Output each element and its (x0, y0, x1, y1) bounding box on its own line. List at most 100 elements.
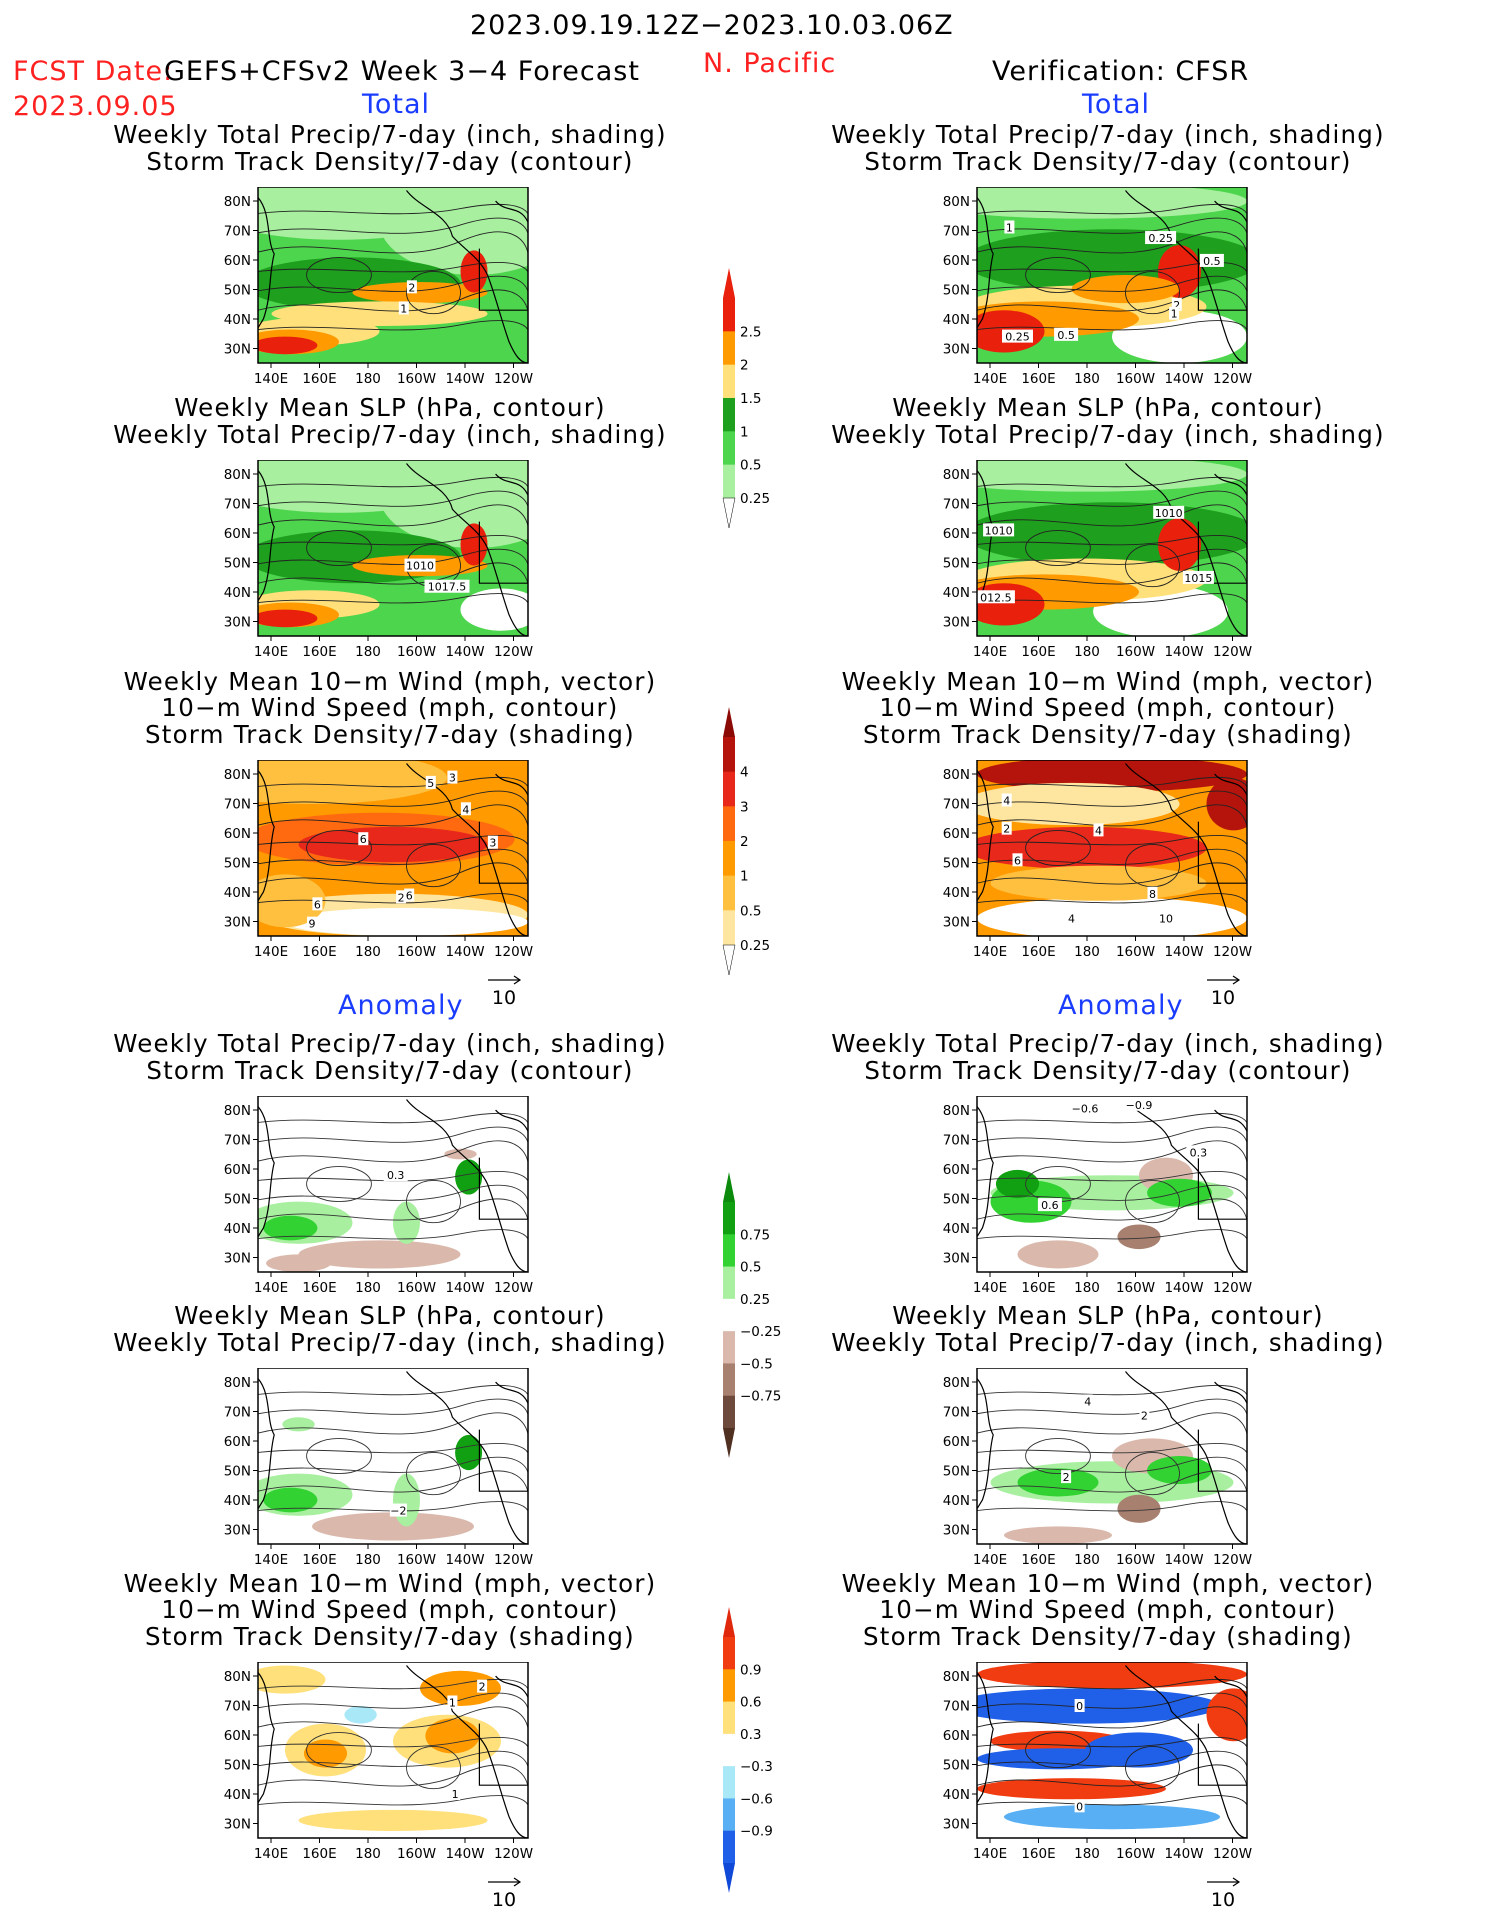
coastline (406, 463, 489, 549)
map-frame (257, 760, 529, 937)
shading-region (1117, 1494, 1161, 1523)
coastline (1125, 1371, 1208, 1457)
contour-label: 012.5 (980, 591, 1012, 604)
contour-label-bg (1037, 1198, 1062, 1212)
colorbar-level: 0.25 (740, 491, 770, 507)
lat-tick-label: 30N (943, 1251, 970, 1267)
contour-line (258, 1140, 528, 1163)
contour-line (977, 862, 1247, 885)
coastline (258, 197, 275, 329)
panel-title-line: Weekly Mean 10−m Wind (mph, vector) (123, 666, 657, 696)
contour-label: 6 (1014, 854, 1021, 867)
contour-line (306, 529, 372, 567)
contour-line (306, 1731, 372, 1769)
shading-region (303, 1739, 348, 1768)
colorbar-segment (723, 875, 735, 911)
colorbar-top-arrow (723, 1172, 735, 1202)
colorbar-precip-total: 2.5 2 1.5 1 0.5 0.25 (722, 268, 770, 528)
colorbar-segment (723, 841, 735, 877)
lat-tick-label: 50N (943, 1464, 970, 1480)
contour-line (258, 1501, 528, 1512)
coastline (495, 1109, 528, 1132)
lon-tick-label: 140E (973, 1280, 1007, 1296)
lat-tick-label: 40N (943, 585, 970, 601)
lon-tick-label: 180 (355, 1552, 381, 1568)
colorbar-level: 2 (740, 834, 749, 850)
contour-label-bg (424, 579, 470, 593)
contour-label: 1 (400, 302, 407, 315)
contour-label-bg (1153, 505, 1185, 519)
contour-line (258, 1229, 528, 1240)
contour-label-bg (396, 890, 407, 904)
contour-line (1125, 1746, 1180, 1790)
contour-line (258, 1737, 528, 1748)
lat-tick-label: 50N (224, 1758, 251, 1774)
contour-line (977, 1501, 1247, 1512)
shading-region (1117, 1224, 1161, 1250)
shading-region (420, 1670, 501, 1706)
panel-title-line: Storm Track Density/7-day (contour) (864, 146, 1352, 176)
contour-line (258, 1198, 528, 1221)
colorbar-level: 1 (740, 424, 749, 440)
lat-tick-label: 40N (943, 1787, 970, 1803)
colorbar-segment (723, 331, 735, 366)
coastline (1197, 1429, 1247, 1492)
colorbar-bottom-arrow (722, 497, 736, 528)
contour-label: 10 (1159, 912, 1173, 925)
vector-reference: 10 (1207, 1877, 1241, 1911)
lat-tick-label: 70N (943, 1699, 970, 1715)
colorbar-level: 0.5 (740, 1260, 761, 1276)
lat-tick-label: 80N (224, 467, 251, 483)
lat-tick-label: 50N (943, 1758, 970, 1774)
lat-tick-label: 80N (224, 1375, 251, 1391)
contour-line (258, 1398, 528, 1415)
map-frame (257, 1368, 529, 1545)
contour-label-bg (383, 1168, 408, 1182)
contour-line (977, 1198, 1247, 1221)
coastline (495, 473, 528, 496)
colorbar-bottom-arrow (723, 1863, 735, 1893)
contour-label-bg (1002, 329, 1033, 343)
lat-tick-label: 30N (943, 1817, 970, 1833)
contour-line (258, 1385, 528, 1396)
section-total-forecast: Total (362, 89, 431, 120)
shading-region (298, 1240, 461, 1269)
lat-tick-label: 80N (224, 767, 251, 783)
shading-region (460, 588, 528, 631)
colorbar-top-arrow (723, 1607, 735, 1637)
lon-tick-label: 180 (355, 1846, 381, 1862)
lon-tick-label: 140W (445, 371, 484, 387)
vector-reference-value: 10 (492, 1889, 516, 1911)
contour-line (258, 548, 528, 565)
lon-tick-label: 140E (973, 1552, 1007, 1568)
lat-tick-label: 80N (224, 194, 251, 210)
contour-label: 0.25 (1148, 232, 1173, 245)
shading-region (1085, 1732, 1193, 1768)
contour-label-bg (307, 916, 317, 930)
lat-tick-label: 70N (224, 797, 251, 813)
fcst-date: 2023.09.05 (13, 91, 178, 122)
colorbar-level: −0.6 (740, 1791, 773, 1807)
lon-tick-label: 160E (1021, 944, 1055, 960)
colorbar-level: 0.6 (740, 1695, 761, 1711)
contour-line (977, 535, 1247, 546)
panel-title-line: Weekly Mean SLP (hPa, contour) (892, 393, 1324, 422)
contour-label: 6 (360, 833, 367, 846)
lat-tick-label: 80N (943, 767, 970, 783)
shading-region (258, 609, 318, 628)
lat-tick-label: 40N (224, 585, 251, 601)
contour-line (977, 217, 1247, 234)
panel-title-line: Weekly Mean 10−m Wind (mph, vector) (841, 666, 1375, 696)
lat-tick-label: 40N (224, 1221, 251, 1237)
lon-tick-label: 120W (494, 1846, 533, 1862)
contour-line (977, 1126, 1247, 1143)
lon-tick-label: 180 (355, 371, 381, 387)
lat-tick-label: 30N (943, 1523, 970, 1539)
contour-line (258, 1126, 528, 1143)
contour-line (258, 289, 528, 312)
contour-label: 2 (1141, 1410, 1148, 1423)
contour-line (977, 1229, 1247, 1240)
contour-line (258, 593, 528, 604)
